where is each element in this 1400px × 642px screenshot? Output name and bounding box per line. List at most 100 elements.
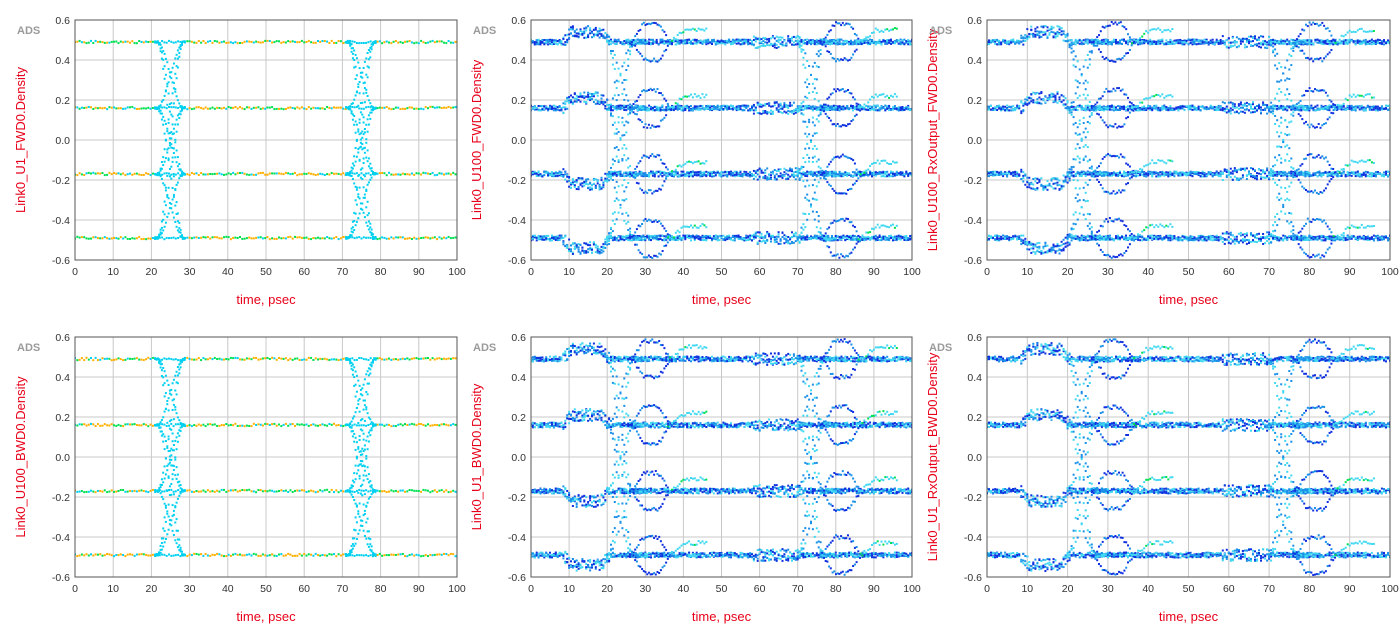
level-point (762, 176, 765, 179)
transition-point (171, 147, 174, 150)
level-point (684, 40, 687, 43)
level-point (770, 105, 772, 108)
level-point (275, 237, 278, 240)
transition-point (179, 105, 182, 107)
level-point (886, 173, 889, 176)
level-point (806, 175, 809, 178)
level-point (686, 104, 689, 107)
level-point (564, 108, 567, 111)
level-point (760, 38, 763, 41)
level-point (762, 239, 765, 242)
transition-point (363, 81, 366, 84)
level-point (899, 109, 902, 112)
level-point (781, 107, 784, 110)
echo-point (654, 125, 657, 128)
transition-point (172, 62, 175, 65)
level-point (447, 40, 450, 42)
transition-point (162, 210, 165, 213)
level-point (659, 173, 662, 176)
level-point (905, 106, 908, 109)
transition-point (179, 169, 182, 172)
transition-point (159, 167, 162, 170)
level-point (884, 42, 887, 45)
level-point (747, 172, 750, 175)
level-point (390, 173, 393, 176)
level-point (551, 239, 553, 242)
level-point (756, 241, 759, 244)
level-point (665, 238, 668, 241)
level-point (310, 107, 313, 110)
level-point (678, 238, 681, 241)
transition-point (171, 115, 174, 118)
level-point (537, 109, 540, 112)
echo-point (669, 171, 672, 174)
level-point (646, 42, 649, 45)
level-point (674, 173, 677, 176)
level-point (838, 172, 841, 175)
level-point (745, 171, 748, 174)
transition-point (351, 231, 354, 234)
transition-point (638, 105, 641, 108)
transition-point (359, 202, 362, 205)
level-point (909, 173, 912, 176)
level-point (775, 238, 778, 241)
level-point (587, 91, 590, 94)
level-point (853, 106, 856, 109)
transition-point (613, 81, 616, 84)
level-point (676, 40, 679, 43)
transition-point (178, 46, 181, 49)
level-point (545, 39, 548, 42)
level-point (688, 105, 691, 108)
level-point (163, 238, 166, 241)
level-point (252, 173, 255, 176)
level-point (798, 36, 801, 38)
level-point (287, 40, 290, 43)
echo-point (672, 236, 675, 239)
level-point (781, 41, 784, 44)
level-point (579, 28, 582, 31)
echo-point (634, 231, 637, 234)
transition-point (179, 228, 182, 231)
level-point (424, 236, 427, 239)
transition-point (159, 175, 162, 178)
level-point (646, 108, 649, 111)
level-point (682, 172, 685, 174)
transition-point (168, 103, 171, 106)
level-point (783, 104, 786, 107)
level-point (179, 40, 182, 43)
transition-point (361, 148, 364, 151)
level-point (610, 175, 612, 178)
level-point (829, 174, 832, 177)
level-point (794, 178, 797, 181)
level-point (766, 111, 769, 114)
level-point (846, 174, 849, 177)
echo-point (634, 168, 637, 170)
transition-point (162, 50, 165, 53)
level-point (422, 108, 425, 111)
level-point (758, 37, 761, 40)
level-point (874, 234, 877, 237)
transition-point (357, 195, 360, 198)
level-point (682, 174, 685, 177)
level-point (905, 236, 908, 239)
level-point (798, 46, 801, 49)
level-point (760, 236, 763, 239)
level-point (754, 175, 757, 178)
level-point (760, 240, 763, 243)
level-point (147, 106, 150, 109)
level-point (587, 244, 590, 247)
transition-point (631, 106, 633, 109)
level-point (651, 38, 654, 41)
level-point (796, 43, 799, 46)
level-point (268, 40, 271, 42)
level-point (811, 236, 814, 239)
level-point (600, 187, 603, 190)
echo-point (674, 231, 677, 234)
traces (75, 39, 457, 241)
transition-point (370, 108, 373, 111)
level-point (140, 174, 143, 176)
level-point (606, 177, 609, 180)
level-point (785, 111, 788, 114)
level-point (556, 174, 559, 177)
level-point (709, 41, 712, 44)
